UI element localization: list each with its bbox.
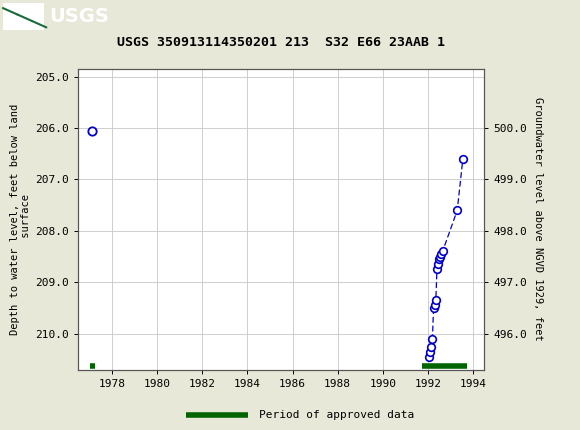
Text: USGS: USGS bbox=[49, 6, 109, 26]
Y-axis label: Depth to water level, feet below land
 surface: Depth to water level, feet below land su… bbox=[10, 104, 31, 335]
Bar bbox=[3, 3, 43, 30]
Text: Period of approved data: Period of approved data bbox=[259, 410, 414, 420]
Y-axis label: Groundwater level above NGVD 1929, feet: Groundwater level above NGVD 1929, feet bbox=[532, 98, 543, 341]
Text: USGS 350913114350201 213  S32 E66 23AAB 1: USGS 350913114350201 213 S32 E66 23AAB 1 bbox=[117, 37, 445, 49]
